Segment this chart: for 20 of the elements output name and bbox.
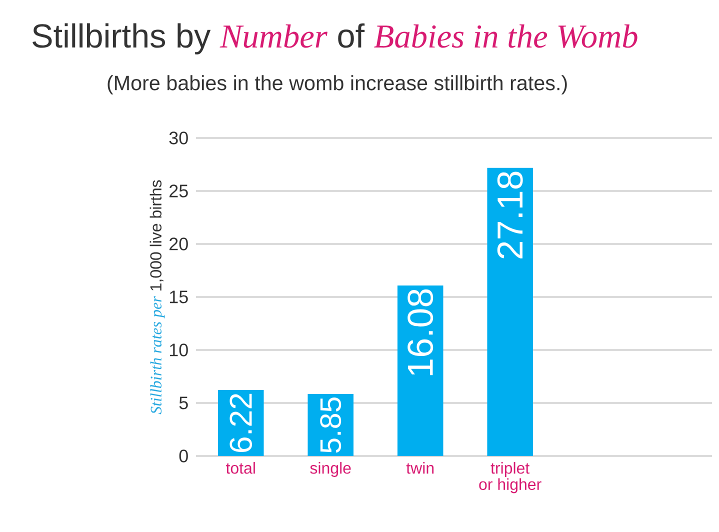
chart-subtitle: (More babies in the womb increase stillbirth rates.)	[108, 75, 567, 94]
x-tick-label: total	[226, 462, 255, 474]
x-tick-label: triplet or higher	[479, 462, 542, 494]
y-axis-title: Stillbirth rates per 1,000 live births	[150, 180, 165, 414]
x-tick-label: twin	[406, 462, 434, 474]
y-tick-label: 0	[179, 450, 188, 462]
chart-title: Stillbirths by Number of Babies in the Womb	[32, 23, 638, 54]
data-label: 5.85	[320, 397, 342, 453]
bar	[487, 168, 533, 456]
bar	[397, 286, 444, 456]
y-tick-label: 5	[179, 396, 188, 410]
y-tick-label: 30	[169, 132, 188, 144]
y-tick-label: 25	[170, 184, 188, 198]
x-tick-label: single	[310, 462, 351, 477]
y-tick-label: 15	[170, 290, 188, 304]
data-label: 16.08	[408, 289, 434, 376]
data-label: 27.18	[497, 172, 523, 258]
y-tick-label: 10	[170, 344, 188, 356]
y-tick-label: 20	[170, 238, 188, 250]
data-label: 6.22	[230, 394, 252, 452]
